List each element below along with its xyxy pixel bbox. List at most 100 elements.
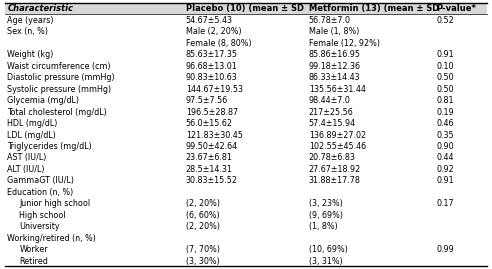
- Bar: [5, 72, 487, 83]
- Bar: [5, 255, 487, 266]
- Text: 98.44±7.0: 98.44±7.0: [308, 96, 351, 105]
- Text: GammaGT (IU/L): GammaGT (IU/L): [7, 176, 74, 185]
- Text: (7, 70%): (7, 70%): [186, 245, 220, 254]
- Text: 28.5±14.31: 28.5±14.31: [186, 165, 233, 174]
- Text: Education (n, %): Education (n, %): [7, 188, 74, 197]
- Text: P-value*: P-value*: [436, 5, 476, 13]
- Text: Total cholesterol (mg/dL): Total cholesterol (mg/dL): [7, 108, 107, 117]
- Bar: [5, 14, 487, 26]
- Text: University: University: [19, 222, 60, 231]
- Text: Waist circumference (cm): Waist circumference (cm): [7, 62, 111, 71]
- Text: Diastolic pressure (mmHg): Diastolic pressure (mmHg): [7, 73, 115, 82]
- Text: High school: High school: [19, 211, 66, 220]
- Text: Systolic pressure (mmHg): Systolic pressure (mmHg): [7, 85, 112, 94]
- Text: Age (years): Age (years): [7, 16, 54, 25]
- Text: Placebo (10) (mean ± SD: Placebo (10) (mean ± SD: [186, 5, 304, 13]
- Text: Female (8, 80%): Female (8, 80%): [186, 39, 251, 48]
- Text: (3, 31%): (3, 31%): [308, 257, 342, 266]
- Text: 85.63±17.35: 85.63±17.35: [186, 50, 238, 59]
- Text: 30.83±15.52: 30.83±15.52: [186, 176, 238, 185]
- Text: 0.99: 0.99: [436, 245, 454, 254]
- Text: 31.88±17.78: 31.88±17.78: [308, 176, 361, 185]
- Text: 57.4±15.94: 57.4±15.94: [308, 119, 356, 128]
- Bar: [5, 83, 487, 94]
- Text: 0.92: 0.92: [436, 165, 454, 174]
- Text: Worker: Worker: [19, 245, 48, 254]
- Text: Glycemia (mg/dL): Glycemia (mg/dL): [7, 96, 79, 105]
- Bar: [5, 48, 487, 60]
- Text: 0.44: 0.44: [436, 154, 454, 162]
- Text: ALT (IU/L): ALT (IU/L): [7, 165, 45, 174]
- Bar: [5, 37, 487, 48]
- Bar: [5, 117, 487, 129]
- Text: 99.18±12.36: 99.18±12.36: [308, 62, 361, 71]
- Text: (3, 30%): (3, 30%): [186, 257, 219, 266]
- Text: Working/retired (n, %): Working/retired (n, %): [7, 234, 96, 243]
- Bar: [5, 175, 487, 186]
- Text: 0.46: 0.46: [436, 119, 454, 128]
- Text: 56.78±7.0: 56.78±7.0: [308, 16, 351, 25]
- Text: (2, 20%): (2, 20%): [186, 199, 220, 208]
- Text: 27.67±18.92: 27.67±18.92: [308, 165, 361, 174]
- Bar: [5, 186, 487, 197]
- Text: 217±25.56: 217±25.56: [308, 108, 353, 117]
- Bar: [5, 209, 487, 221]
- Text: 196.5±28.87: 196.5±28.87: [186, 108, 238, 117]
- Text: Junior high school: Junior high school: [19, 199, 91, 208]
- Text: 56.0±15.62: 56.0±15.62: [186, 119, 233, 128]
- Bar: [5, 232, 487, 243]
- Text: 144.67±19.53: 144.67±19.53: [186, 85, 243, 94]
- Text: 0.19: 0.19: [436, 108, 454, 117]
- Text: LDL (mg/dL): LDL (mg/dL): [7, 130, 56, 140]
- Text: Metformin (13) (mean ± SD: Metformin (13) (mean ± SD: [308, 5, 439, 13]
- Bar: [5, 243, 487, 255]
- Text: 0.52: 0.52: [436, 16, 454, 25]
- Text: (2, 20%): (2, 20%): [186, 222, 220, 231]
- Bar: [5, 140, 487, 152]
- Text: 102.55±45.46: 102.55±45.46: [308, 142, 366, 151]
- Text: (1, 8%): (1, 8%): [308, 222, 338, 231]
- Text: 0.10: 0.10: [436, 62, 454, 71]
- Bar: [5, 197, 487, 209]
- Text: (9, 69%): (9, 69%): [308, 211, 343, 220]
- Text: 86.33±14.43: 86.33±14.43: [308, 73, 360, 82]
- Text: Characteristic: Characteristic: [7, 5, 73, 13]
- Text: 0.17: 0.17: [436, 199, 454, 208]
- Text: (6, 60%): (6, 60%): [186, 211, 219, 220]
- Text: Male (1, 8%): Male (1, 8%): [308, 27, 359, 36]
- Text: 97.5±7.56: 97.5±7.56: [186, 96, 228, 105]
- Text: 0.91: 0.91: [436, 176, 454, 185]
- Text: 20.78±6.83: 20.78±6.83: [308, 154, 356, 162]
- Bar: [5, 163, 487, 175]
- Text: Weight (kg): Weight (kg): [7, 50, 54, 59]
- Bar: [5, 106, 487, 117]
- Text: (10, 69%): (10, 69%): [308, 245, 347, 254]
- Bar: [5, 129, 487, 140]
- Text: 0.50: 0.50: [436, 73, 454, 82]
- Text: Sex (n, %): Sex (n, %): [7, 27, 48, 36]
- Text: 0.81: 0.81: [436, 96, 454, 105]
- Text: 136.89±27.02: 136.89±27.02: [308, 130, 366, 140]
- Text: 99.50±42.64: 99.50±42.64: [186, 142, 238, 151]
- Text: 23.67±6.81: 23.67±6.81: [186, 154, 233, 162]
- Text: 0.35: 0.35: [436, 130, 454, 140]
- Text: Male (2, 20%): Male (2, 20%): [186, 27, 242, 36]
- Text: AST (IU/L): AST (IU/L): [7, 154, 47, 162]
- Bar: [5, 60, 487, 72]
- Text: Retired: Retired: [19, 257, 48, 266]
- Text: 0.91: 0.91: [436, 50, 454, 59]
- Bar: [5, 221, 487, 232]
- Text: 85.86±16.95: 85.86±16.95: [308, 50, 361, 59]
- Text: (3, 23%): (3, 23%): [308, 199, 342, 208]
- Text: Triglycerides (mg/dL): Triglycerides (mg/dL): [7, 142, 92, 151]
- Text: 0.50: 0.50: [436, 85, 454, 94]
- Text: 135.56±31.44: 135.56±31.44: [308, 85, 366, 94]
- Text: HDL (mg/dL): HDL (mg/dL): [7, 119, 58, 128]
- Bar: [5, 3, 487, 14]
- Bar: [5, 94, 487, 106]
- Bar: [5, 152, 487, 163]
- Text: 0.90: 0.90: [436, 142, 454, 151]
- Text: 54.67±5.43: 54.67±5.43: [186, 16, 233, 25]
- Text: Female (12, 92%): Female (12, 92%): [308, 39, 380, 48]
- Text: 90.83±10.63: 90.83±10.63: [186, 73, 238, 82]
